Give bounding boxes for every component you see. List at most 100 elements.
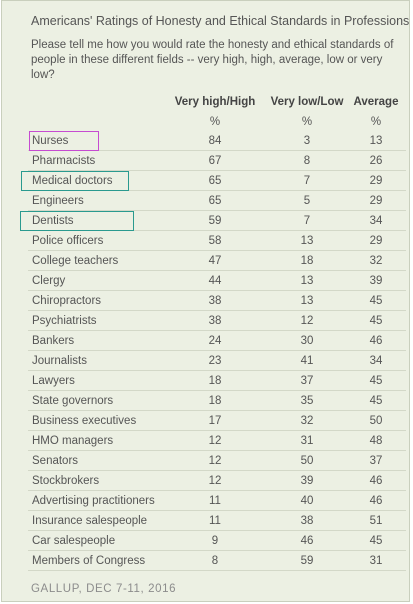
value-very-low-low: 40 [300, 495, 314, 507]
value-average: 45 [369, 535, 383, 547]
table-row: Insurance salespeople 11 38 51 [28, 511, 406, 531]
value-very-low-low: 12 [300, 315, 314, 327]
value-very-high-high: 59 [208, 215, 222, 227]
profession-label: Insurance salespeople [32, 515, 148, 527]
value-very-high-high: 17 [208, 415, 222, 427]
value-average: 31 [369, 555, 383, 567]
value-very-low-low: 59 [300, 555, 314, 567]
value-very-high-high: 9 [211, 535, 219, 547]
value-average: 50 [369, 415, 383, 427]
value-average: 29 [369, 235, 383, 247]
value-very-low-low: 13 [300, 275, 314, 287]
value-very-low-low: 7 [303, 215, 311, 227]
value-very-high-high: 12 [208, 455, 222, 467]
value-very-low-low: 46 [300, 535, 314, 547]
table-row: Journalists 23 41 34 [28, 351, 406, 371]
table-row: Dentists 59 7 34 [20, 211, 406, 231]
profession-label: Pharmacists [32, 155, 96, 167]
table-row: Clergy 44 13 39 [28, 271, 406, 291]
value-very-low-low: 41 [300, 355, 314, 367]
value-very-high-high: 18 [208, 395, 222, 407]
value-very-high-high: 11 [209, 495, 221, 507]
value-average: 45 [369, 295, 383, 307]
column-unit-very-low-low: % [301, 116, 313, 128]
value-very-high-high: 11 [209, 515, 221, 527]
profession-label: HMO managers [32, 435, 114, 447]
profession-label: Psychiatrists [32, 315, 97, 327]
data-table: Nurses 84 3 13 Pharmacists 67 8 26 Medical docto… [20, 131, 406, 571]
value-very-low-low: 31 [300, 435, 314, 447]
table-row: Bankers 24 30 46 [28, 331, 406, 351]
table-row: Medical doctors 65 7 29 [21, 171, 406, 191]
table-row: Advertising practitioners 11 40 46 [28, 491, 406, 511]
profession-label: Chiropractors [32, 295, 102, 307]
table-row: College teachers 47 18 32 [28, 251, 406, 271]
table-row: HMO managers 12 31 48 [28, 431, 406, 451]
value-average: 51 [369, 515, 383, 527]
value-very-high-high: 8 [211, 555, 219, 567]
value-very-high-high: 58 [208, 235, 222, 247]
value-very-high-high: 65 [208, 195, 222, 207]
value-very-low-low: 7 [303, 175, 311, 187]
value-very-high-high: 23 [208, 355, 222, 367]
column-header-average: Average [353, 96, 399, 108]
value-very-low-low: 13 [300, 235, 314, 247]
profession-label: Engineers [32, 195, 84, 207]
value-very-low-low: 30 [300, 335, 314, 347]
profession-label: Police officers [32, 235, 104, 247]
profession-label: College teachers [32, 255, 119, 267]
profession-label: Advertising practitioners [32, 495, 155, 507]
value-very-high-high: 44 [208, 275, 222, 287]
value-very-low-low: 50 [300, 455, 314, 467]
table-row: Nurses 84 3 13 [28, 131, 406, 151]
value-very-low-low: 37 [300, 375, 314, 387]
source-note: GALLUP, DEC 7-11, 2016 [31, 583, 177, 595]
profession-label: Stockbrokers [32, 475, 100, 487]
profession-label: Journalists [32, 355, 87, 367]
value-average: 45 [369, 315, 383, 327]
value-average: 46 [369, 495, 383, 507]
value-very-low-low: 32 [300, 415, 314, 427]
profession-label: Business executives [32, 415, 137, 427]
value-very-low-low: 13 [300, 295, 314, 307]
value-average: 34 [369, 355, 383, 367]
table-row: Chiropractors 38 13 45 [28, 291, 406, 311]
value-very-high-high: 24 [208, 335, 222, 347]
value-average: 48 [369, 435, 383, 447]
value-very-high-high: 18 [208, 375, 222, 387]
profession-label: Bankers [32, 335, 75, 347]
profession-label: Members of Congress [32, 555, 146, 567]
table-row: Lawyers 18 37 45 [28, 371, 406, 391]
value-average: 46 [369, 335, 383, 347]
table-row: Business executives 17 32 50 [28, 411, 406, 431]
table-row: Psychiatrists 38 12 45 [28, 311, 406, 331]
value-average: 46 [369, 475, 383, 487]
value-average: 32 [369, 255, 383, 267]
table-row: Police officers 58 13 29 [28, 231, 406, 251]
value-average: 45 [369, 395, 383, 407]
value-very-high-high: 67 [208, 155, 222, 167]
value-average: 37 [369, 455, 383, 467]
value-average: 26 [369, 155, 383, 167]
profession-label: Lawyers [32, 375, 75, 387]
profession-label: Dentists [32, 215, 74, 227]
profession-label: Nurses [32, 135, 69, 147]
column-header-very-high-high: Very high/High [174, 96, 256, 108]
value-very-high-high: 65 [208, 175, 222, 187]
value-average: 29 [369, 195, 383, 207]
table-row: Stockbrokers 12 39 46 [28, 471, 406, 491]
value-very-low-low: 8 [303, 155, 311, 167]
highlight-box [21, 171, 129, 191]
value-average: 13 [369, 135, 383, 147]
value-very-low-low: 5 [303, 195, 311, 207]
chart-title: Americans' Ratings of Honesty and Ethica… [31, 14, 410, 28]
highlight-box [20, 211, 134, 231]
value-very-low-low: 38 [300, 515, 314, 527]
table-row: Members of Congress 8 59 31 [28, 551, 406, 571]
profession-label: Clergy [32, 275, 66, 287]
highlight-box [29, 131, 99, 151]
table-row: State governors 18 35 45 [28, 391, 406, 411]
column-unit-very-high-high: % [209, 116, 221, 128]
profession-label: Senators [32, 455, 79, 467]
